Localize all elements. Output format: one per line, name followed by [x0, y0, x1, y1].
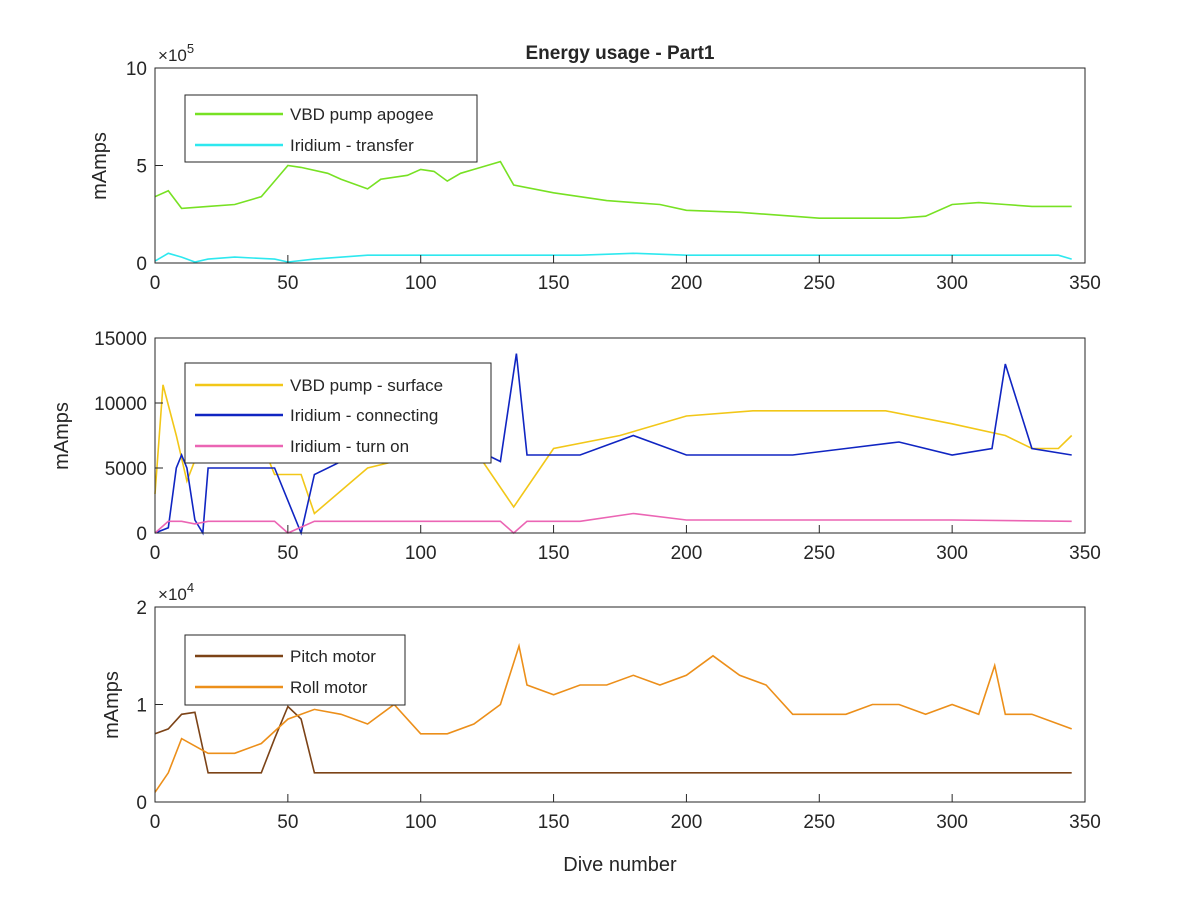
panel-1-exponent-base: 10 — [168, 46, 187, 65]
legend-label-iridium-transfer: Iridium - transfer — [290, 136, 414, 155]
y-tick-label: 0 — [136, 793, 147, 814]
y-tick-label: 1 — [136, 696, 147, 717]
series-line-2-3 — [154, 512, 1072, 535]
x-tick-label: 50 — [277, 543, 298, 564]
panel-3-legend-box — [184, 634, 406, 706]
series-line-1-2 — [154, 252, 1072, 263]
legend-label-iridium-connecting: Iridium - connecting — [290, 406, 438, 425]
x-tick-label: 200 — [671, 273, 703, 294]
x-tick-label: 350 — [1069, 543, 1101, 564]
series-line-3-1 — [154, 705, 1072, 774]
legend-label-roll-motor: Roll motor — [290, 678, 368, 697]
panel-1-y-axis-label: mAmps — [89, 132, 111, 200]
x-tick-label: 350 — [1069, 812, 1101, 833]
panel-1: Energy usage - Part1 0 50 100 150 200 250 300 3… — [89, 41, 1101, 294]
legend-label-vbd-apogee: VBD pump apogee — [290, 105, 434, 124]
panel-1-ticks: 0 50 100 150 200 250 300 350 0 5 10 — [126, 59, 1101, 294]
x-tick-label: 150 — [538, 543, 570, 564]
y-tick-label: 0 — [136, 254, 147, 275]
x-tick-label: 0 — [150, 812, 161, 833]
y-tick-label: 10 — [126, 59, 147, 80]
panel-2-axes-box — [154, 337, 1086, 534]
panel-1-legend-box — [184, 94, 478, 163]
y-tick-label: 2 — [136, 598, 147, 619]
x-tick-label: 0 — [150, 543, 161, 564]
y-tick-label: 5 — [136, 157, 147, 178]
panel-2-legend: VBD pump - surface Iridium - connecting … — [184, 362, 492, 464]
x-tick-label: 200 — [671, 543, 703, 564]
panel-1-series — [154, 160, 1072, 263]
x-tick-label: 150 — [538, 812, 570, 833]
panel-2-ticks: 0 50 100 150 200 250 300 350 0 5000 10000 15000 — [94, 329, 1101, 564]
y-tick-label: 5000 — [105, 459, 147, 480]
y-tick-label: 15000 — [94, 329, 147, 350]
y-tick-label: 10000 — [94, 394, 147, 415]
panel-3-series — [154, 642, 1072, 793]
x-tick-label: 300 — [936, 543, 968, 564]
y-tick-label: 0 — [136, 524, 147, 545]
panel-3-exponent-power: 4 — [187, 580, 194, 595]
x-tick-label: 300 — [936, 273, 968, 294]
series-line-3-2 — [154, 642, 1072, 793]
x-tick-label: 100 — [405, 273, 437, 294]
legend-label-iridium-turn-on: Iridium - turn on — [290, 437, 409, 456]
x-tick-label: 250 — [803, 273, 835, 294]
panel-2: 0 50 100 150 200 250 300 350 0 5000 10000 15000 mAm… — [51, 329, 1101, 564]
panel-3-legend: Pitch motor Roll motor — [184, 634, 406, 706]
panel-3-exponent-base: 10 — [168, 585, 187, 604]
legend-label-pitch-motor: Pitch motor — [290, 647, 376, 666]
legend-label-vbd-surface: VBD pump - surface — [290, 376, 443, 395]
panel-1-exponent-power: 5 — [187, 41, 194, 56]
x-tick-label: 250 — [803, 543, 835, 564]
x-tick-label: 200 — [671, 812, 703, 833]
series-line-1-1 — [154, 160, 1072, 219]
x-tick-label: 350 — [1069, 273, 1101, 294]
panel-1-legend: VBD pump apogee Iridium - transfer — [184, 94, 478, 163]
panel-3-ticks: 0 50 100 150 200 250 300 350 0 1 2 — [136, 598, 1100, 833]
x-tick-label: 50 — [277, 273, 298, 294]
x-tick-label: 150 — [538, 273, 570, 294]
x-tick-label: 300 — [936, 812, 968, 833]
panel-2-y-axis-label: mAmps — [51, 402, 73, 470]
x-tick-label: 100 — [405, 812, 437, 833]
panel-3-y-axis-label: mAmps — [101, 671, 123, 739]
x-tick-label: 100 — [405, 543, 437, 564]
x-tick-label: 50 — [277, 812, 298, 833]
x-axis-label: Dive number — [563, 854, 677, 876]
x-tick-label: 250 — [803, 812, 835, 833]
chart-title: Energy usage - Part1 — [525, 43, 714, 64]
x-tick-label: 0 — [150, 273, 161, 294]
